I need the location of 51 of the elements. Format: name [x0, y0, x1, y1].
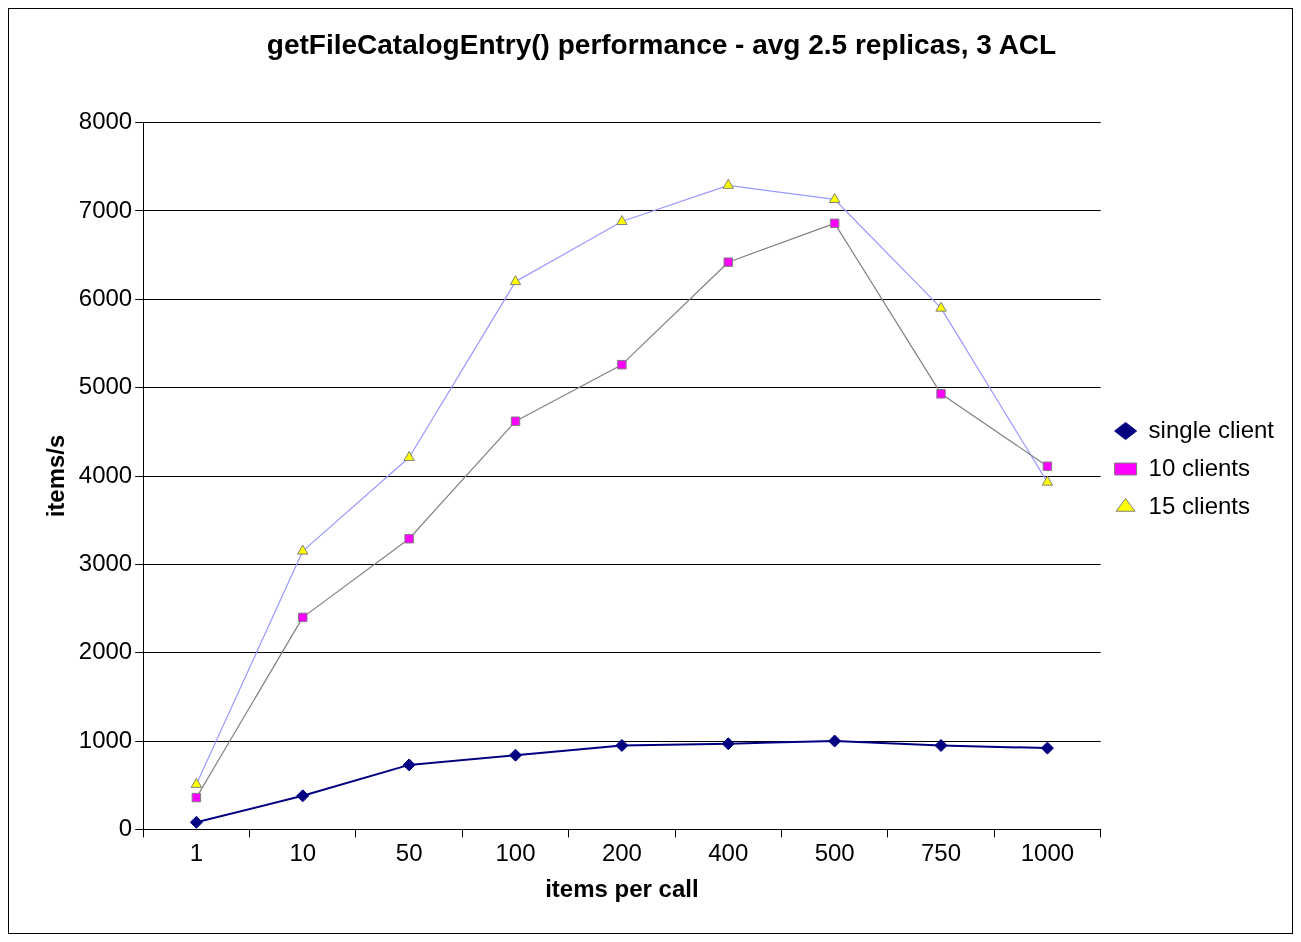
y-axis-title: items/s [42, 434, 70, 518]
x-tick-label: 750 [921, 839, 962, 867]
legend-label: single client [1148, 415, 1275, 443]
point [617, 359, 627, 370]
point [403, 450, 415, 461]
legend-label: 10 clients [1148, 453, 1250, 481]
point [509, 748, 523, 762]
point [1041, 475, 1054, 486]
x-axis-title: items per call [545, 875, 699, 903]
x-tick-label: 50 [395, 839, 423, 867]
y-tick-label: 0 [118, 814, 133, 842]
x-tick-label: 10 [289, 839, 317, 867]
point [936, 389, 946, 399]
x-tick-label: 100 [495, 839, 536, 867]
point [721, 737, 735, 751]
point [934, 738, 948, 752]
point [829, 218, 840, 229]
x-tick-label: 1000 [1020, 839, 1075, 867]
y-tick-label: 4000 [78, 460, 133, 488]
point [1040, 741, 1054, 755]
point [509, 275, 522, 286]
x-tick-label: 400 [708, 839, 749, 867]
x-tick-label: 1 [189, 839, 204, 867]
point [828, 192, 841, 203]
y-tick-label: 8000 [78, 107, 133, 135]
point [189, 815, 203, 829]
point [935, 301, 947, 312]
point [297, 544, 309, 555]
y-tick-label: 5000 [78, 372, 133, 400]
y-tick-label: 2000 [78, 637, 133, 665]
y-tick-label: 7000 [78, 195, 133, 223]
point [722, 178, 734, 189]
x-tick-label: 500 [814, 839, 855, 867]
point [296, 789, 310, 803]
point [510, 416, 521, 426]
point [190, 777, 203, 788]
legend-label: 15 clients [1148, 491, 1250, 519]
y-tick-label: 6000 [78, 283, 133, 311]
point [404, 533, 414, 544]
point [191, 792, 202, 803]
point [723, 257, 734, 267]
y-tick-label: 3000 [78, 548, 133, 576]
y-tick-label: 1000 [78, 725, 133, 753]
point [828, 734, 842, 748]
point [615, 738, 629, 752]
chart-title: getFileCatalogEntry() performance - avg 2.5 replicas, 3 ACL [266, 28, 1057, 60]
x-tick-label: 200 [601, 839, 642, 867]
point [402, 758, 416, 772]
point [616, 215, 628, 226]
point [1042, 461, 1053, 472]
point [298, 612, 308, 623]
